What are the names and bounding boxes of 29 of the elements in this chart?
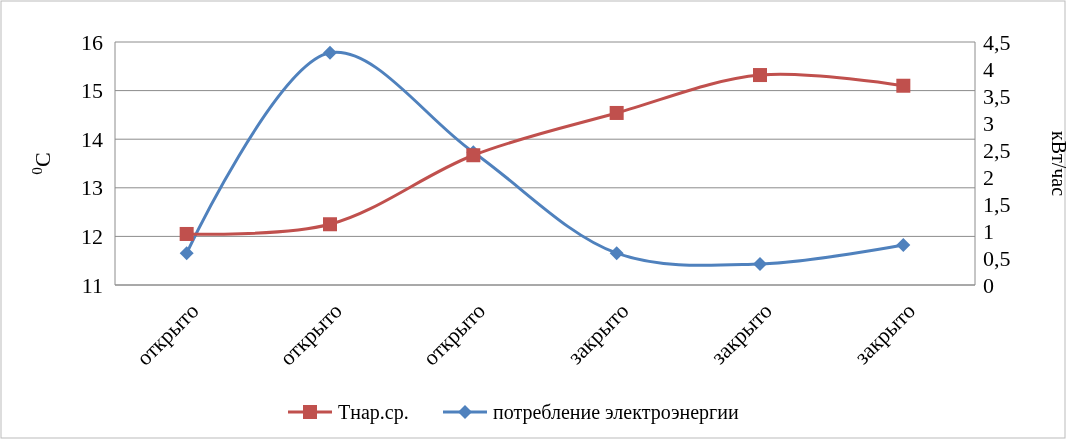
y2-tick-label: 4,5 <box>983 29 1011 55</box>
y-tick-label: 15 <box>81 78 103 104</box>
point <box>896 238 911 253</box>
y2-tick-label: 2 <box>983 164 994 190</box>
point <box>179 226 194 241</box>
y-tick-label: 11 <box>81 272 103 298</box>
point <box>609 105 624 120</box>
y-tick-label: 13 <box>81 175 103 201</box>
point <box>753 68 767 83</box>
point <box>179 246 194 261</box>
y2-tick-label: 4 <box>983 56 994 82</box>
legend-label: Тнар.ср. <box>338 401 409 424</box>
y2-tick-label: 3 <box>983 110 994 136</box>
y2-axis-title: кВт/час <box>1048 130 1066 197</box>
y2-tick-label: 2,5 <box>983 137 1011 163</box>
y-tick-label: 14 <box>81 126 103 152</box>
y2-tick-label: 1,5 <box>983 191 1011 217</box>
point <box>609 246 624 261</box>
y2-tick-label: 3,5 <box>983 83 1011 109</box>
point <box>753 256 767 271</box>
y-tick-label: 16 <box>81 29 103 55</box>
y2-tick-label: 0 <box>983 272 994 298</box>
y2-tick-label: 1 <box>983 218 994 244</box>
legend-label: потребление электроэнергии <box>493 401 739 424</box>
point <box>323 45 337 60</box>
point <box>896 78 911 93</box>
point <box>323 217 337 232</box>
y2-tick-label: 0,5 <box>983 245 1011 271</box>
y-tick-label: 12 <box>81 223 103 249</box>
